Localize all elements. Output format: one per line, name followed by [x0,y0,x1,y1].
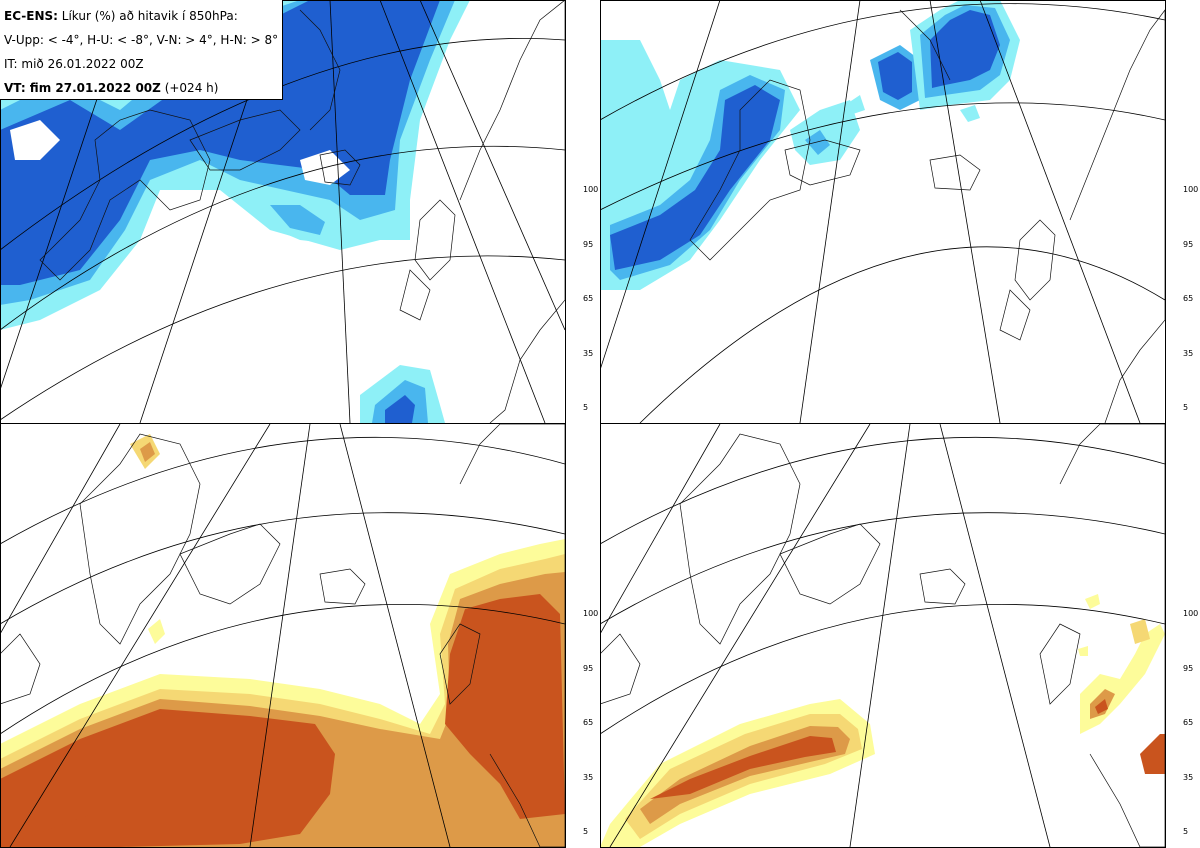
map-canvas [0,0,565,423]
graticule [0,424,565,847]
info-line-title: EC-ENS: Líkur (%) að hitavik í 850hPa: [4,4,278,28]
colorbar-label: 35 [583,773,594,782]
colorbar-label: 35 [1183,773,1194,782]
colorbar-label: 35 [1183,349,1194,358]
model-name: EC-ENS: [4,9,58,23]
coastlines [600,424,1165,847]
map-canvas [600,0,1165,423]
colorbar-label: 95 [583,664,594,673]
colorbar-label: 100 [583,185,599,194]
graticule [600,424,1165,847]
probability-field [0,0,470,423]
lead-time: (+024 h) [160,81,219,95]
probability-field [600,594,1165,847]
map-canvas [600,424,1165,847]
graticule [0,0,565,423]
coastlines [689,9,1165,423]
colorbar-label: 95 [583,240,594,249]
map-canvas [0,424,565,847]
colorbar-label: 65 [1183,718,1194,727]
map-panel-warm-8 [600,424,1165,847]
colorbar-label: 100 [583,609,599,618]
colorbar-label: 95 [1183,240,1194,249]
coastlines [39,0,565,423]
colorbar-label: 100 [1183,609,1199,618]
map-panel-cold-8 [600,0,1165,423]
colorbar-label: 5 [583,827,589,836]
colorbar-label: 35 [583,349,594,358]
product-description: Líkur (%) að hitavik í 850hPa: [57,9,238,23]
valid-time: VT: fim 27.01.2022 00Z [4,81,161,95]
info-line-thresholds: V-Upp: < -4°, H-U: < -8°, V-N: > 4°, H-N… [4,33,279,47]
colorbar-label: 5 [583,403,589,412]
graticule [600,0,1165,423]
forecast-info-box: EC-ENS: Líkur (%) að hitavik í 850hPa: V… [0,0,283,100]
colorbar-label: 65 [583,294,594,303]
colorbar-label: 65 [1183,294,1194,303]
info-line-init-time: IT: mið 26.01.2022 00Z [4,57,144,71]
colorbar-label: 5 [1183,827,1189,836]
colorbar-label: 95 [1183,664,1194,673]
colorbar-label: 65 [583,718,594,727]
coastlines [0,424,565,847]
map-panel-warm-4 [0,424,565,847]
colorbar-label: 100 [1183,185,1199,194]
info-line-valid-time: VT: fim 27.01.2022 00Z (+024 h) [4,76,278,100]
colorbar-label: 5 [1183,403,1189,412]
probability-field [0,434,565,847]
probability-field [600,0,1020,290]
